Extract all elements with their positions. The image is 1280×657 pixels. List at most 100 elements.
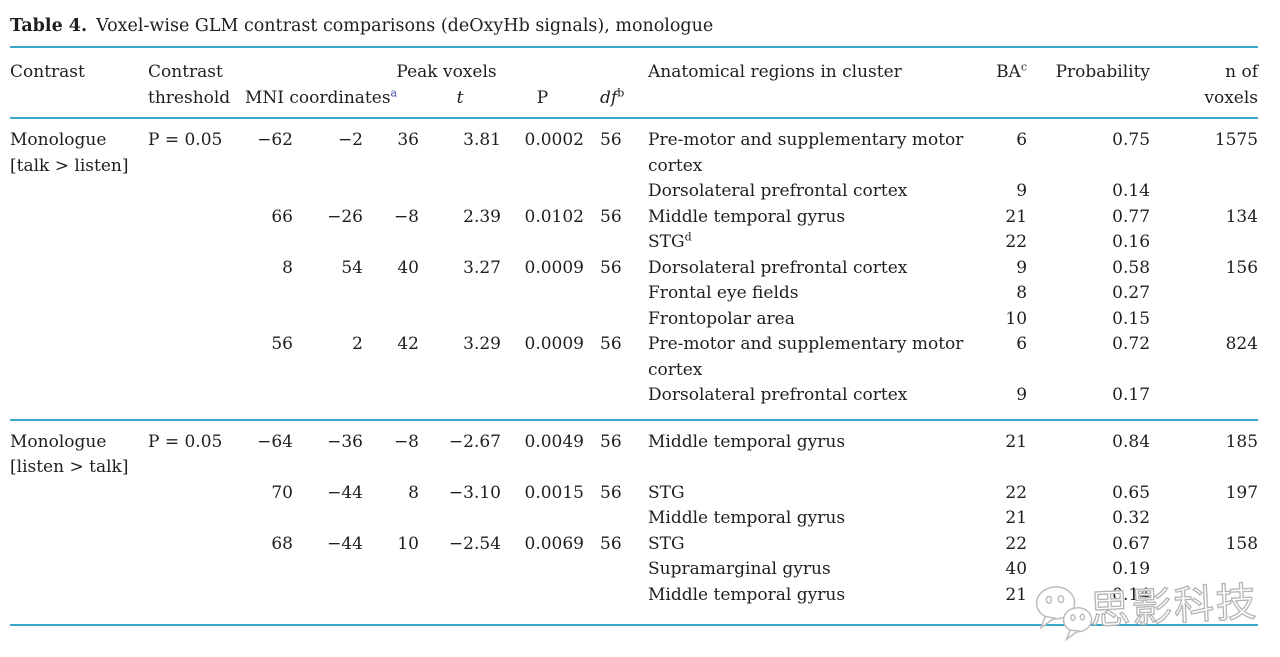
cell-spacer bbox=[10, 307, 648, 333]
cell-region: Supramarginal gyrus bbox=[648, 559, 831, 579]
cell-mni-x: 56 bbox=[271, 334, 293, 354]
cell-ba: 8 bbox=[1016, 283, 1028, 303]
cell-probability: 0.75 bbox=[1112, 130, 1151, 150]
cell-ba: 22 bbox=[1005, 482, 1028, 503]
cell-spacer bbox=[10, 506, 648, 532]
top-rule bbox=[10, 46, 1258, 48]
cell-ba: 9 bbox=[1016, 257, 1028, 278]
cell-region: Dorsolateral prefrontal cortex bbox=[648, 385, 908, 405]
cell-mni-y: −26 bbox=[327, 206, 363, 227]
cell-threshold: P = 0.05 bbox=[148, 431, 223, 452]
wechat-logo-icon bbox=[1035, 586, 1093, 642]
cell-mni-z: 42 bbox=[397, 334, 419, 354]
table-number: Table 4. bbox=[10, 16, 88, 36]
cell-region: Middle temporal gyrus bbox=[648, 206, 846, 227]
cell-threshold: P = 0.05 bbox=[148, 130, 223, 150]
cell-mni-z: 36 bbox=[397, 130, 419, 150]
cell-p: 0.0009 bbox=[524, 257, 584, 278]
cell-n-voxels bbox=[1150, 179, 1258, 205]
cell-contrast: Monologue [listen > talk] bbox=[10, 431, 129, 478]
cell-mni-y: −2 bbox=[337, 130, 363, 150]
cell-p: 0.0049 bbox=[524, 431, 584, 452]
cell-probability: 0.15 bbox=[1112, 308, 1151, 329]
cell-spacer bbox=[10, 532, 245, 558]
cell-region: STG bbox=[648, 533, 685, 554]
table-row: Monologue [talk > listen] P = 0.05 −62 −… bbox=[10, 118, 1258, 179]
table-title-text: Voxel-wise GLM contrast comparisons (deO… bbox=[96, 16, 714, 36]
col-header-contrast-threshold: Contrast threshold bbox=[148, 62, 231, 108]
cell-ba: 21 bbox=[1005, 431, 1028, 452]
table-row: Middle temporal gyrus 21 0.32 bbox=[10, 506, 1258, 532]
cell-probability: 0.32 bbox=[1112, 508, 1151, 528]
watermark: 思影科技 bbox=[1030, 560, 1270, 656]
cell-mni-z: −8 bbox=[393, 431, 419, 452]
cell-spacer bbox=[10, 557, 648, 583]
cell-df: 56 bbox=[600, 130, 622, 150]
cell-probability: 0.14 bbox=[1112, 181, 1151, 201]
cell-p: 0.0009 bbox=[524, 334, 584, 354]
cell-probability: 0.72 bbox=[1112, 334, 1151, 354]
cell-mni-y: −44 bbox=[327, 533, 363, 554]
cell-spacer bbox=[10, 383, 648, 420]
cell-mni-y: −44 bbox=[327, 482, 363, 503]
cell-n-voxels bbox=[1150, 230, 1258, 256]
cell-mni-z: −8 bbox=[393, 206, 419, 227]
paper-page: Table 4. Voxel-wise GLM contrast comparis… bbox=[10, 16, 1259, 626]
cell-p: 0.0102 bbox=[524, 206, 584, 227]
cell-region: Dorsolateral prefrontal cortex bbox=[648, 181, 908, 201]
table-row: Frontopolar area 10 0.15 bbox=[10, 307, 1258, 333]
cell-probability: 0.19 bbox=[1112, 559, 1151, 579]
cell-ba: 21 bbox=[1005, 584, 1028, 605]
col-header-probability: Probability bbox=[1055, 62, 1151, 82]
cell-n-voxels bbox=[1150, 281, 1258, 307]
table-row: Dorsolateral prefrontal cortex 9 0.14 bbox=[10, 179, 1258, 205]
cell-region: Dorsolateral prefrontal cortex bbox=[648, 257, 908, 278]
cell-probability: 0.58 bbox=[1112, 257, 1151, 278]
cell-spacer bbox=[10, 205, 245, 231]
cell-ba: 21 bbox=[1005, 508, 1028, 528]
cell-region: STG bbox=[648, 482, 685, 503]
col-header-contrast: Contrast bbox=[10, 62, 85, 82]
footnote-a-link[interactable]: a bbox=[390, 85, 398, 99]
cell-spacer bbox=[10, 583, 648, 626]
cell-df: 56 bbox=[600, 533, 622, 554]
footnote-d-marker: d bbox=[684, 230, 692, 244]
cell-mni-z: 10 bbox=[397, 533, 419, 554]
cell-mni-y: −36 bbox=[327, 431, 363, 452]
table-row: 56 2 42 3.29 0.0009 56 Pre-motor and sup… bbox=[10, 332, 1258, 383]
cell-spacer bbox=[10, 256, 245, 282]
cell-p: 0.0015 bbox=[524, 482, 584, 503]
table-row: 8 54 40 3.27 0.0009 56 Dorsolateral pref… bbox=[10, 256, 1258, 282]
table-row: Monologue [listen > talk] P = 0.05 −64 −… bbox=[10, 420, 1258, 481]
cell-region: STGd bbox=[648, 230, 692, 252]
cell-mni-y: 2 bbox=[352, 334, 363, 354]
section-listen-gt-talk: Monologue [listen > talk] P = 0.05 −64 −… bbox=[10, 419, 1259, 626]
col-header-mni: MNI coordinatesa bbox=[245, 85, 398, 108]
cell-mni-x: 66 bbox=[271, 206, 293, 227]
table-row: 68 −44 10 −2.54 0.0069 56 STG 22 0.67 15… bbox=[10, 532, 1258, 558]
footnote-c-marker: c bbox=[1020, 60, 1028, 74]
table-row: 66 −26 −8 2.39 0.0102 56 Middle temporal… bbox=[10, 205, 1258, 231]
cell-mni-x: 70 bbox=[271, 482, 293, 503]
cell-probability: 0.16 bbox=[1112, 232, 1151, 252]
col-header-df: dfb bbox=[600, 85, 625, 108]
cell-n-voxels: 824 bbox=[1225, 334, 1259, 354]
cell-mni-z: 8 bbox=[408, 482, 419, 503]
cell-t: 2.39 bbox=[463, 206, 501, 227]
cell-region: Frontopolar area bbox=[648, 308, 795, 329]
cell-probability: 0.84 bbox=[1112, 431, 1151, 452]
cell-spacer bbox=[10, 281, 648, 307]
cell-t: 3.27 bbox=[463, 257, 501, 278]
table-row: 70 −44 8 −3.10 0.0015 56 STG 22 0.65 197 bbox=[10, 481, 1258, 507]
cell-contrast: Monologue [talk > listen] bbox=[10, 130, 129, 176]
cell-n-voxels bbox=[1150, 307, 1258, 333]
cell-probability: 0.77 bbox=[1112, 206, 1151, 227]
footnote-b-marker: b bbox=[617, 85, 625, 99]
table-row: STGd 22 0.16 bbox=[10, 230, 1258, 256]
col-header-anatomical-regions: Anatomical regions in cluster bbox=[648, 62, 902, 82]
cell-n-voxels: 156 bbox=[1225, 257, 1259, 278]
cell-p: 0.0002 bbox=[524, 130, 584, 150]
cell-ba: 22 bbox=[1005, 533, 1028, 554]
cell-spacer bbox=[10, 179, 648, 205]
cell-t: −2.67 bbox=[448, 431, 501, 452]
